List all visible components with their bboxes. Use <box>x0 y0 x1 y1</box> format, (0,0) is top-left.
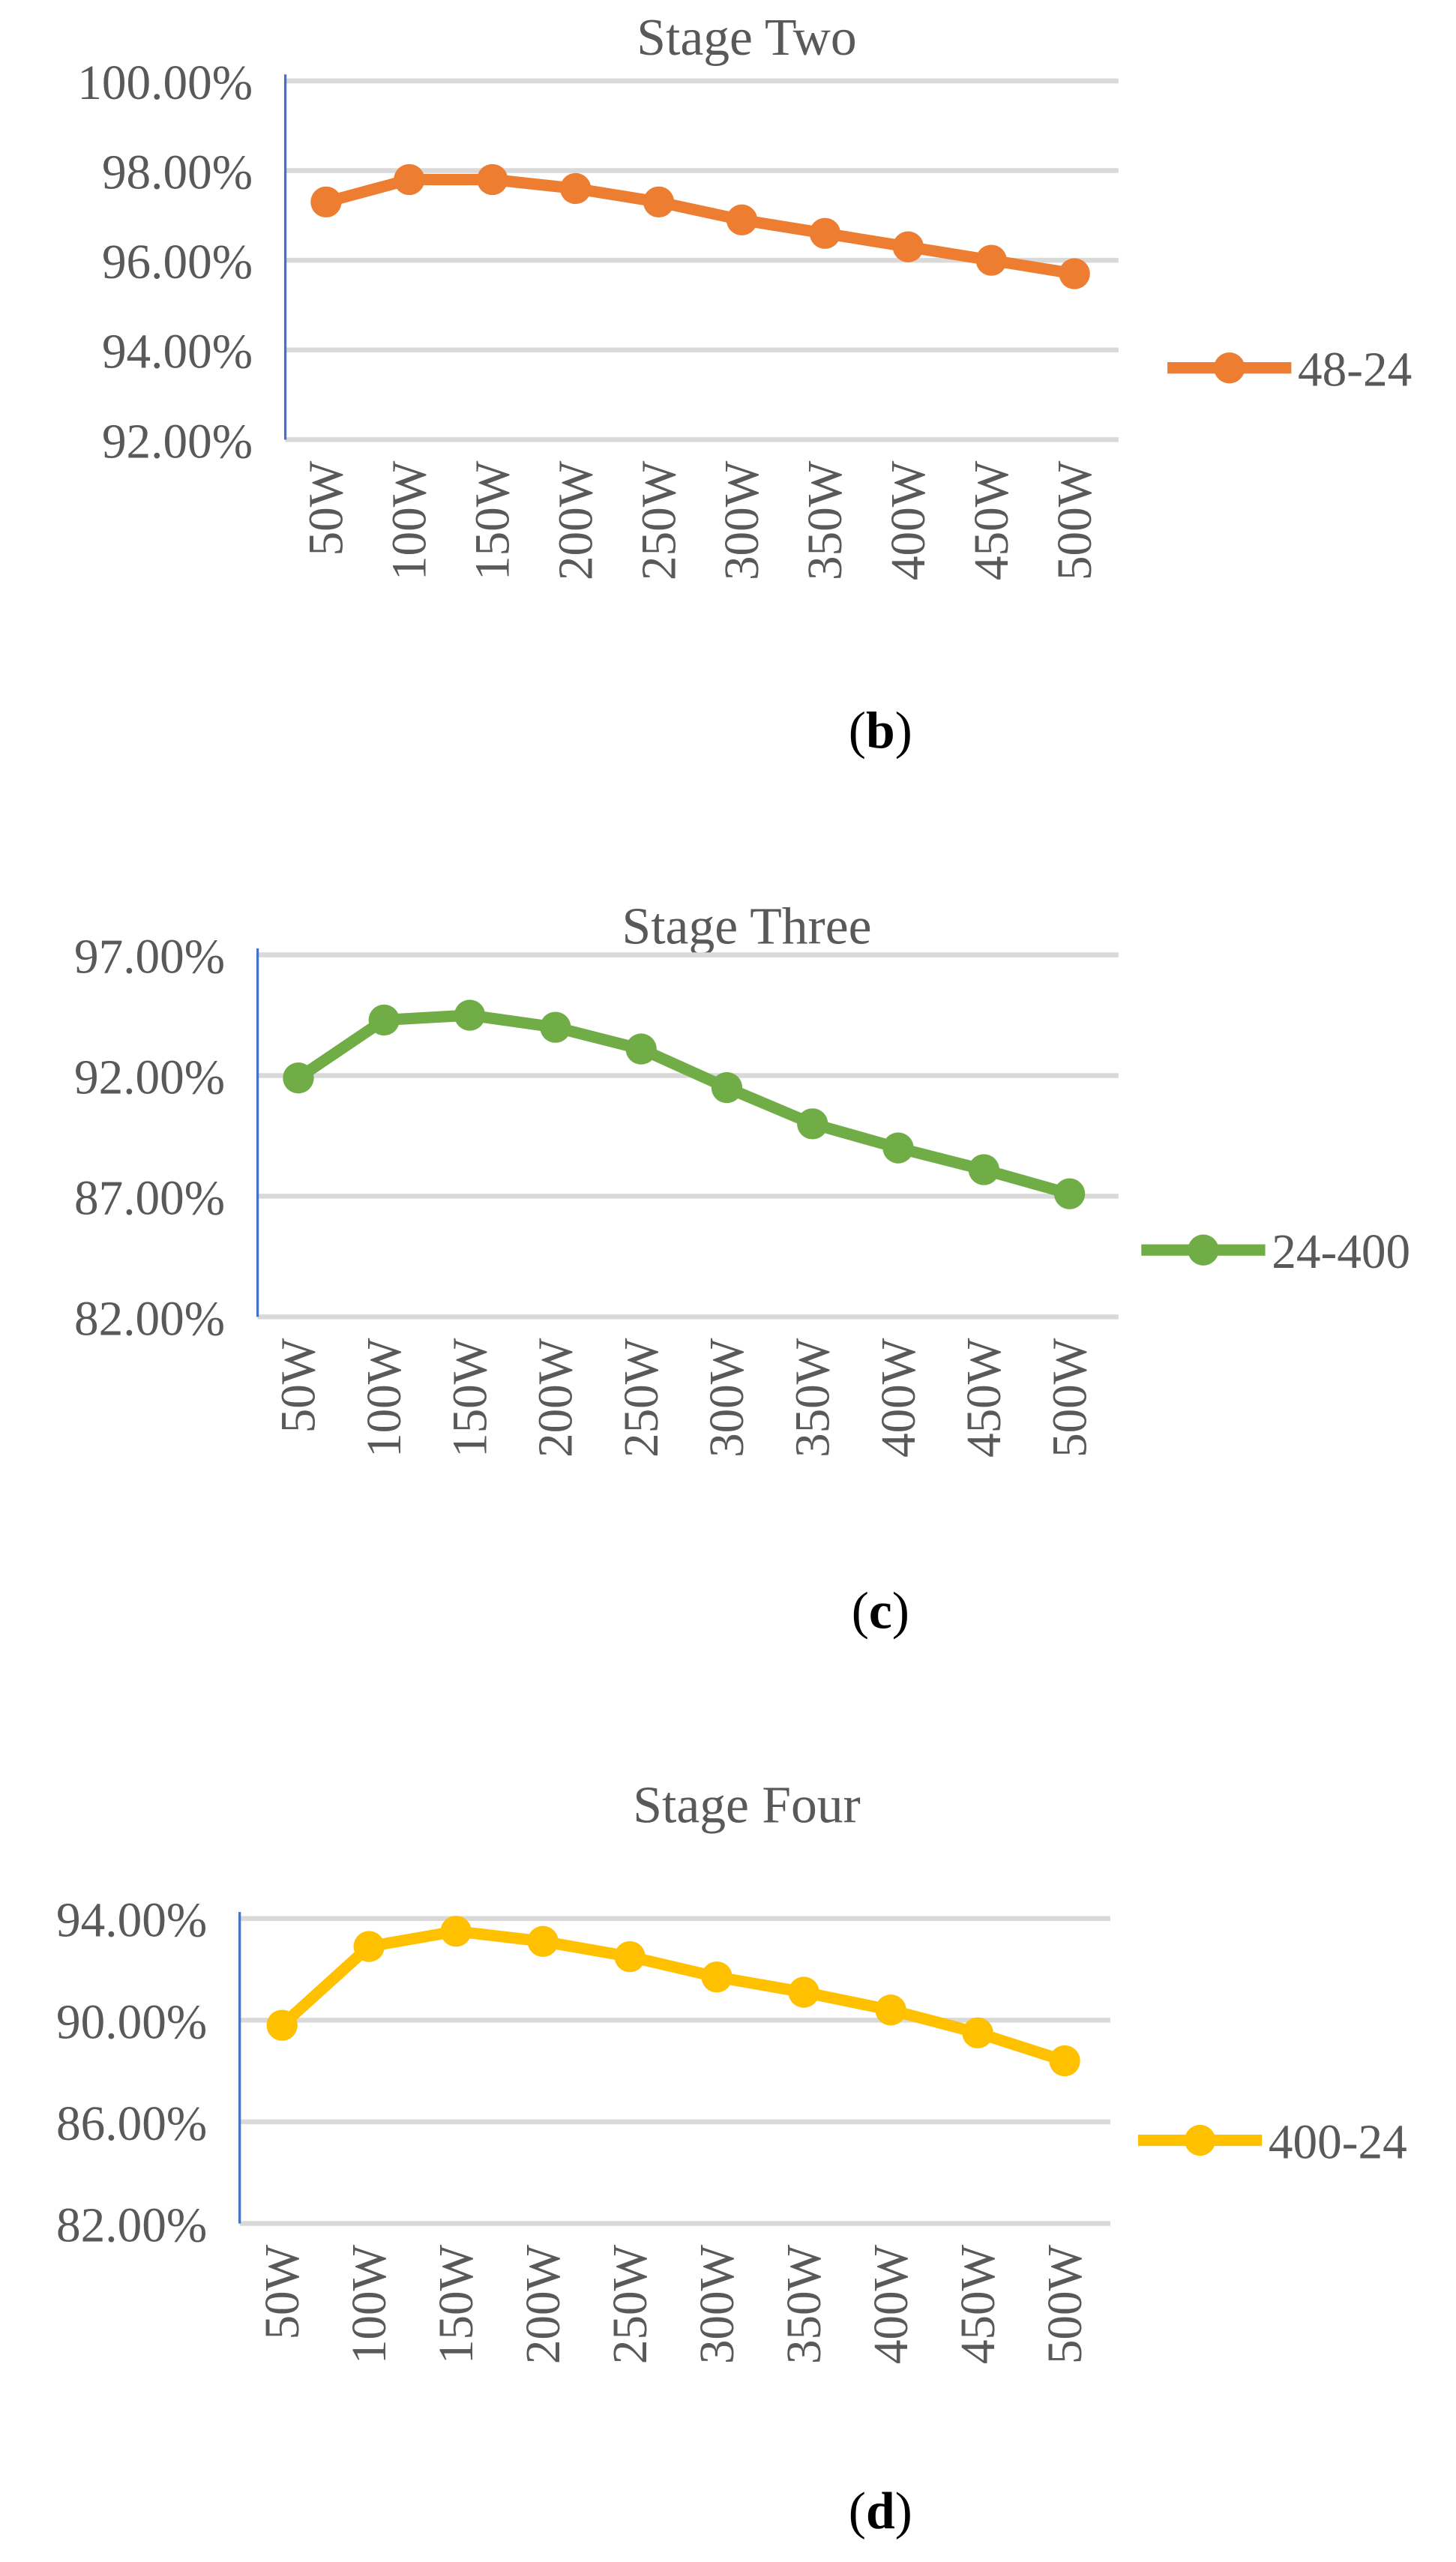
chart-title: Stage Three <box>622 897 872 955</box>
legend-label: 24-400 <box>1272 1225 1410 1279</box>
data-point-marker <box>440 1916 472 1947</box>
y-tick-label: 96.00% <box>102 235 253 289</box>
y-tick-label: 86.00% <box>56 2097 207 2151</box>
data-point-marker <box>625 1033 657 1065</box>
x-tick-label: 200W <box>529 1338 583 1458</box>
y-tick-label: 97.00% <box>74 930 225 984</box>
data-point-marker <box>614 1940 646 1973</box>
panel-label: (c) <box>852 1583 909 1641</box>
data-point-marker <box>1053 1178 1086 1209</box>
data-point-marker <box>368 1004 400 1036</box>
x-tick-label: 50W <box>300 460 354 556</box>
data-point-marker <box>701 1961 732 1993</box>
data-point-marker <box>527 1925 559 1957</box>
data-point-marker <box>809 217 841 249</box>
x-tick-label: 300W <box>715 460 769 580</box>
legend-label: 400-24 <box>1269 2115 1407 2169</box>
x-tick-label: 300W <box>700 1338 754 1458</box>
x-tick-label: 200W <box>517 2244 571 2364</box>
x-tick-label: 400W <box>872 1338 926 1458</box>
data-point-marker <box>477 163 508 196</box>
x-tick-label: 100W <box>343 2244 397 2364</box>
x-tick-label: 250W <box>604 2244 658 2364</box>
data-point-marker <box>454 999 486 1031</box>
x-tick-label: 500W <box>1048 460 1102 580</box>
data-point-marker <box>882 1132 914 1164</box>
legend: 400-24 <box>1137 2115 1407 2169</box>
legend: 48-24 <box>1167 343 1412 397</box>
x-tick-label: 500W <box>1038 2244 1092 2364</box>
data-point-marker <box>353 1931 385 1962</box>
data-point-marker <box>283 1062 314 1094</box>
y-tick-label: 100.00% <box>77 56 253 110</box>
data-point-marker <box>788 1976 819 2008</box>
data-point-marker <box>560 172 592 205</box>
legend-marker-icon <box>1188 1234 1219 1266</box>
y-tick-label: 82.00% <box>56 2198 207 2252</box>
panel-label: (b) <box>849 702 912 760</box>
data-point-marker <box>797 1108 828 1140</box>
x-tick-label: 200W <box>549 460 603 580</box>
x-tick-label: 50W <box>272 1338 326 1433</box>
chart-title: Stage Four <box>633 1776 860 1834</box>
x-tick-label: 150W <box>466 460 520 580</box>
legend: 24-400 <box>1141 1225 1410 1279</box>
data-point-marker <box>726 204 758 235</box>
x-tick-label: 150W <box>443 1338 497 1458</box>
data-point-marker <box>540 1011 571 1043</box>
panel-label: (d) <box>849 2483 912 2540</box>
series-line <box>278 1925 1067 2066</box>
chart-0: Stage Two 100.00% 98.00% 96.00% 94.00% 92.00%… <box>77 9 1412 760</box>
x-tick-label: 300W <box>691 2244 744 2364</box>
chart-1: Stage Three 97.00% 92.00% 87.00% 82.00% 50W 10… <box>74 897 1410 1640</box>
y-tick-label: 87.00% <box>74 1171 225 1225</box>
x-tick-label: 250W <box>632 460 686 580</box>
x-tick-label: 350W <box>798 460 852 580</box>
data-point-marker <box>394 163 425 196</box>
legend-marker-icon <box>1184 2124 1216 2156</box>
x-tick-label: 350W <box>786 1338 840 1458</box>
data-point-marker <box>962 2017 993 2048</box>
data-point-marker <box>310 186 342 218</box>
y-tick-label: 82.00% <box>74 1292 225 1346</box>
x-tick-label: 50W <box>256 2244 310 2339</box>
series-line <box>324 173 1076 280</box>
y-tick-label: 94.00% <box>102 325 253 379</box>
x-tick-label: 350W <box>777 2244 831 2364</box>
chart-title: Stage Two <box>637 9 856 67</box>
x-tick-label: 450W <box>951 2244 1005 2364</box>
data-point-marker <box>266 2009 298 2041</box>
x-tick-label: 100W <box>358 1338 412 1458</box>
data-point-marker <box>968 1154 999 1185</box>
y-tick-label: 92.00% <box>74 1050 225 1104</box>
data-point-marker <box>1059 258 1090 289</box>
y-tick-label: 92.00% <box>102 415 253 469</box>
legend-marker-icon <box>1214 352 1245 384</box>
legend-label: 48-24 <box>1298 343 1412 397</box>
x-tick-label: 500W <box>1043 1338 1097 1458</box>
x-tick-label: 450W <box>957 1338 1011 1458</box>
y-tick-label: 94.00% <box>56 1894 207 1948</box>
data-point-marker <box>643 186 675 218</box>
x-tick-label: 100W <box>383 460 437 580</box>
data-point-marker <box>711 1071 743 1104</box>
x-tick-label: 250W <box>615 1338 669 1458</box>
data-point-marker <box>892 231 924 262</box>
data-point-marker <box>975 244 1007 276</box>
x-tick-label: 400W <box>864 2244 918 2364</box>
data-point-marker <box>1049 2045 1080 2077</box>
data-point-marker <box>875 1994 906 2026</box>
x-tick-label: 400W <box>882 460 936 580</box>
series-line <box>295 1009 1071 1200</box>
y-tick-label: 98.00% <box>102 145 253 199</box>
y-tick-label: 90.00% <box>56 1995 207 2049</box>
x-tick-label: 150W <box>430 2244 484 2364</box>
x-tick-label: 450W <box>965 460 1019 580</box>
chart-2: Stage Four 94.00% 90.00% 86.00% 82.00% 50W 100… <box>56 1776 1407 2540</box>
